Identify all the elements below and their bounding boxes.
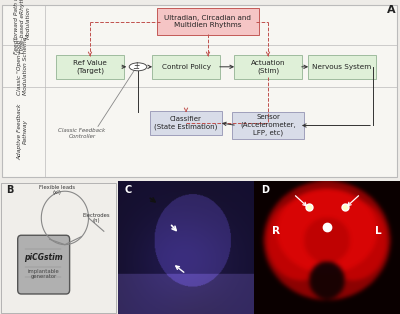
Text: −: −	[132, 64, 140, 73]
Text: implantable
generator: implantable generator	[28, 268, 60, 279]
Text: D: D	[261, 185, 269, 195]
FancyBboxPatch shape	[1, 183, 116, 313]
FancyBboxPatch shape	[234, 55, 302, 78]
Text: Adaptive Feedback
Pathway: Adaptive Feedback Pathway	[17, 104, 28, 160]
Text: Nervous System: Nervous System	[312, 64, 372, 70]
Text: Feedforward Path for
Time-based eRhythm
Modulation: Feedforward Path for Time-based eRhythm …	[14, 0, 31, 54]
Text: Flexible leads
(xl): Flexible leads (xl)	[38, 185, 75, 195]
Text: L: L	[375, 226, 382, 236]
FancyBboxPatch shape	[2, 4, 397, 177]
Text: Classic Feedback
Controller: Classic Feedback Controller	[58, 128, 106, 139]
Text: Ultradian, Circadian and
Multidien Rhythms: Ultradian, Circadian and Multidien Rhyth…	[164, 15, 252, 28]
Text: R: R	[272, 226, 280, 236]
FancyBboxPatch shape	[152, 55, 220, 78]
Text: Sensor
(Accelerometer,
LFP, etc): Sensor (Accelerometer, LFP, etc)	[240, 115, 296, 137]
Text: Actuation
(Stim): Actuation (Stim)	[251, 60, 285, 74]
Text: A: A	[386, 5, 395, 15]
FancyBboxPatch shape	[56, 55, 124, 78]
Text: C: C	[125, 185, 132, 195]
Circle shape	[129, 63, 147, 71]
FancyBboxPatch shape	[157, 8, 259, 35]
FancyBboxPatch shape	[232, 112, 304, 139]
Text: Classic "Open-loop"
Modulation Scheme: Classic "Open-loop" Modulation Scheme	[17, 37, 28, 95]
Text: +: +	[133, 61, 139, 70]
FancyBboxPatch shape	[18, 235, 70, 294]
Text: Electrodes
(n): Electrodes (n)	[83, 213, 110, 223]
FancyBboxPatch shape	[150, 111, 222, 135]
Text: piCGstim: piCGstim	[24, 253, 63, 262]
Text: Ref Value
(Target): Ref Value (Target)	[73, 60, 107, 74]
Text: Control Policy: Control Policy	[162, 64, 210, 70]
Text: Classifier
(State Estimation): Classifier (State Estimation)	[154, 116, 218, 130]
FancyBboxPatch shape	[308, 55, 376, 78]
Text: B: B	[6, 185, 13, 195]
